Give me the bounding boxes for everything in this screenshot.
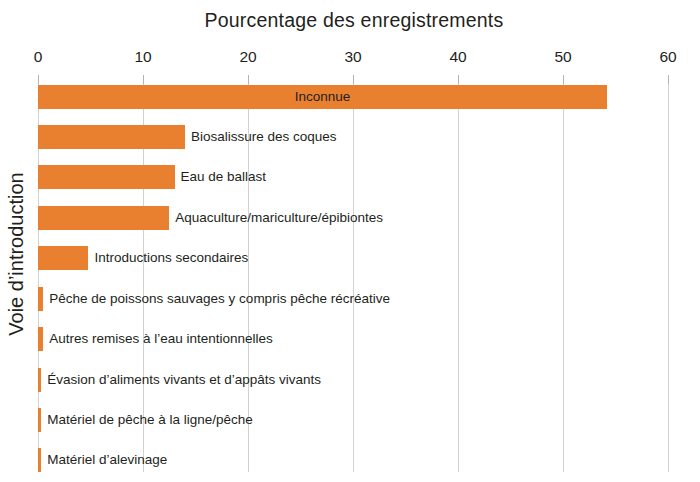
axis-tick-label: 40 <box>449 48 466 66</box>
bar-label: Matériel de pêche à la ligne/pêche <box>47 408 253 432</box>
bar <box>38 368 41 392</box>
bar <box>38 165 175 189</box>
bar-label: Eau de ballast <box>181 165 267 189</box>
gridline <box>458 75 459 472</box>
bar-label: Matériel d’alevinage <box>47 448 167 472</box>
y-axis-label: Voie d’introduction <box>5 172 28 335</box>
axis-tick <box>38 75 39 84</box>
axis-tick <box>248 75 249 84</box>
bar-label: Inconnue <box>38 85 607 109</box>
bar-label: Autres remises à l’eau intentionnelles <box>49 327 273 351</box>
axis-tick <box>458 75 459 84</box>
axis-tick <box>668 75 669 84</box>
axis-tick-label: 20 <box>239 48 256 66</box>
bar-label: Pêche de poissons sauvages y compris pêc… <box>49 287 390 311</box>
gridline <box>668 75 669 472</box>
axis-tick-label: 10 <box>134 48 151 66</box>
bar-label: Introductions secondaires <box>94 246 248 270</box>
chart-title: Pourcentage des enregistrements <box>39 9 669 32</box>
bar <box>38 206 169 230</box>
bar <box>38 408 41 432</box>
bar <box>38 246 88 270</box>
axis-tick <box>563 75 564 84</box>
axis-tick <box>353 75 354 84</box>
bar-label: Biosalissure des coques <box>191 125 337 149</box>
axis-tick <box>143 75 144 84</box>
bar <box>38 448 41 472</box>
bar <box>38 287 43 311</box>
gridline <box>353 75 354 472</box>
axis-tick-label: 50 <box>554 48 571 66</box>
bar-label: Évasion d’aliments vivants et d’appâts v… <box>47 368 321 392</box>
axis-tick-label: 60 <box>659 48 676 66</box>
bar-label: Aquaculture/mariculture/épibiontes <box>175 206 383 230</box>
bar <box>38 327 43 351</box>
gridline <box>563 75 564 472</box>
axis-tick-label: 0 <box>34 48 43 66</box>
bar-chart: Pourcentage des enregistrements Voie d’i… <box>0 0 700 482</box>
axis-tick-label: 30 <box>344 48 361 66</box>
bar <box>38 125 185 149</box>
